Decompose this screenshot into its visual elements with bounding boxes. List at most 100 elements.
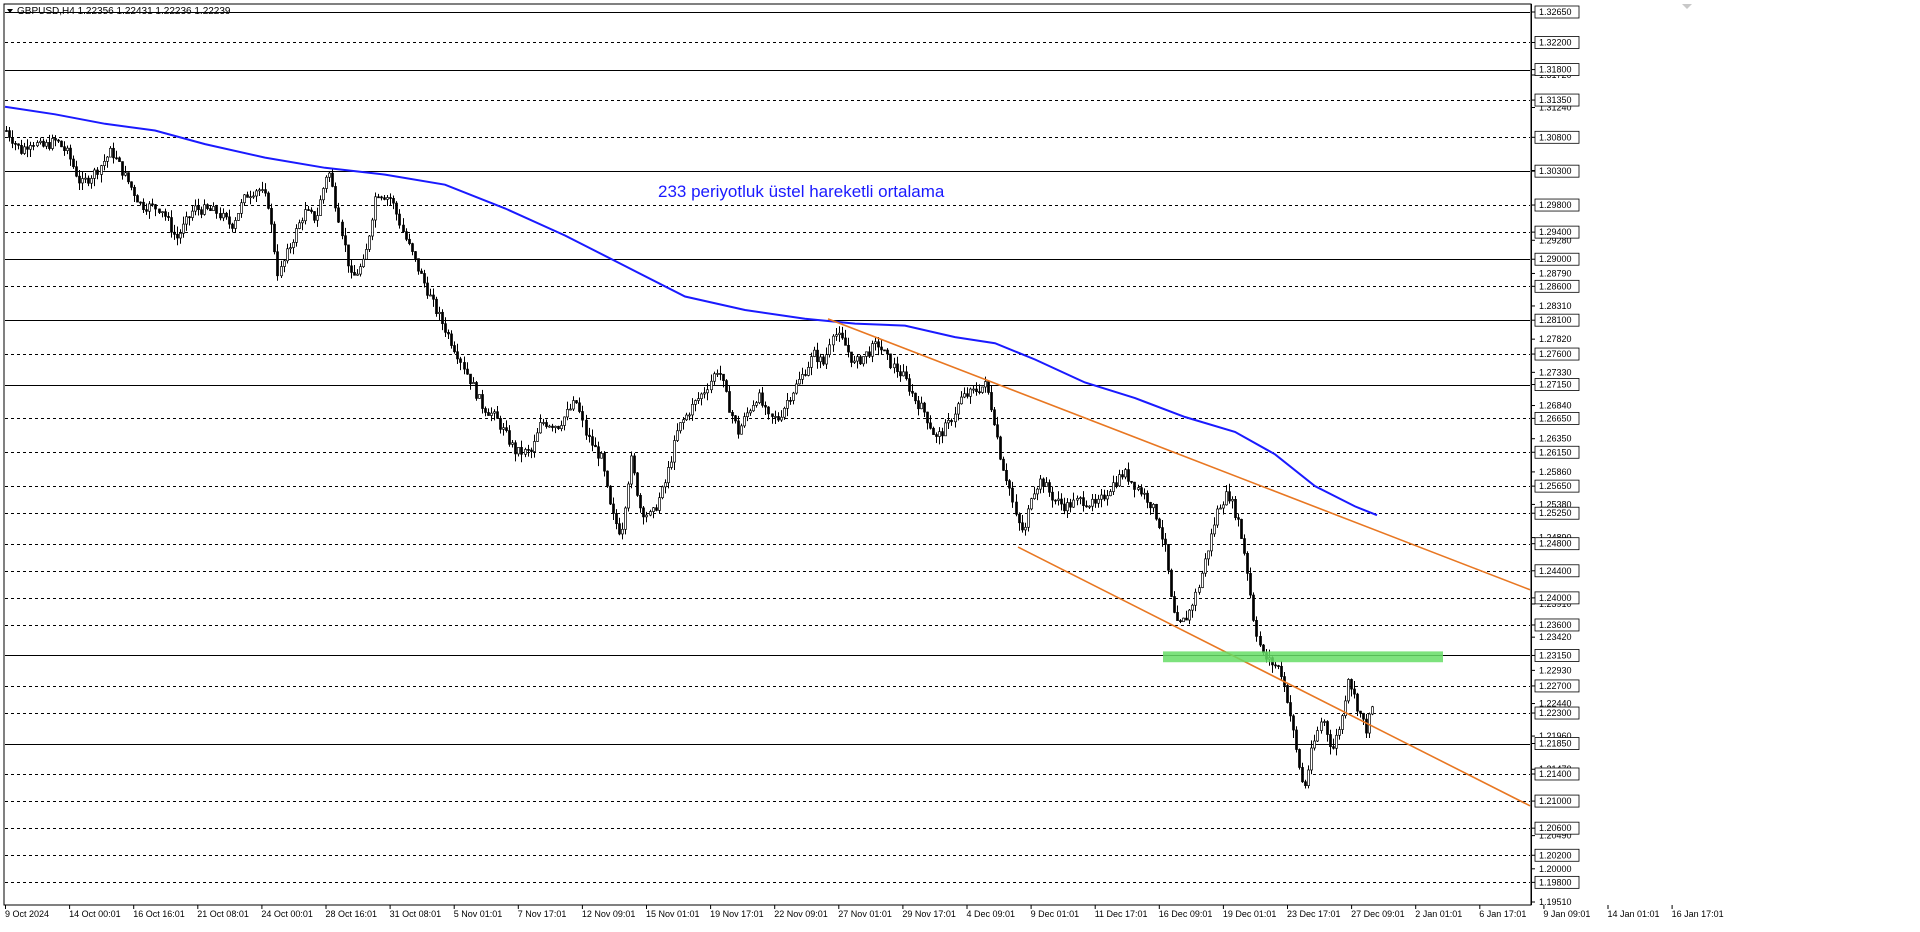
candle-body: [270, 208, 273, 225]
candle-body: [158, 208, 161, 213]
candle-body: [960, 396, 963, 405]
candle-body: [508, 430, 511, 445]
candle-body: [822, 356, 825, 365]
candle-body: [57, 139, 60, 142]
grid-lines: [5, 12, 1530, 883]
candle-body: [1076, 498, 1079, 501]
candle-body: [804, 374, 807, 376]
candle-body: [838, 332, 841, 335]
candle-body: [148, 203, 151, 212]
candle-body: [298, 222, 301, 229]
candle-body: [423, 273, 426, 284]
scroll-marker-icon[interactable]: [1682, 4, 1692, 9]
candle-body: [1277, 665, 1280, 667]
candle-body: [917, 400, 920, 410]
support-zone-group[interactable]: [1163, 651, 1443, 663]
candle-body: [234, 220, 237, 229]
candle-body: [1140, 487, 1143, 495]
price-tick-label: 1.26650: [1539, 413, 1572, 423]
candle-body: [1207, 550, 1210, 560]
candle-body: [670, 461, 673, 468]
candle-body: [1219, 507, 1222, 510]
price-level-box: [1534, 706, 1580, 720]
candle-body: [273, 223, 276, 253]
candle-body: [32, 145, 35, 147]
candle-body: [627, 483, 630, 509]
candle-body: [87, 177, 90, 184]
candles: [5, 125, 1374, 789]
candle-body: [103, 160, 106, 166]
candle-body: [1036, 488, 1039, 495]
time-tick-label: 16 Oct 16:01: [133, 909, 185, 919]
candle-body: [545, 422, 548, 427]
candle-body: [496, 411, 499, 419]
candle-body: [874, 341, 877, 344]
candle-body: [706, 389, 709, 394]
candle-body: [502, 427, 505, 430]
candle-body: [896, 363, 899, 373]
candle-body: [764, 405, 767, 408]
candle-body: [536, 432, 539, 442]
candle-body: [1246, 553, 1249, 574]
candle-body: [999, 436, 1002, 460]
candle-body: [453, 345, 456, 353]
candle-body: [51, 138, 54, 149]
candle-body: [926, 411, 929, 424]
candle-body: [585, 419, 588, 436]
candle-body: [603, 453, 606, 472]
price-tick-label: 1.29280: [1539, 235, 1572, 245]
candle-body: [322, 188, 325, 201]
time-tick-label: 23 Dec 17:01: [1287, 909, 1341, 919]
candle-body: [444, 323, 447, 333]
candle-body: [877, 341, 880, 348]
price-tick-label: 1.26150: [1539, 447, 1572, 457]
candle-body: [1091, 498, 1094, 507]
candle-body: [206, 204, 209, 209]
candle-body: [1082, 497, 1085, 507]
candle-body: [923, 402, 926, 413]
candle-body: [1280, 665, 1283, 677]
symbol-header: GBPUSD,H4 1.22356 1.22431 1.22236 1.2223…: [17, 6, 231, 17]
candle-body: [185, 216, 188, 225]
candle-body: [145, 209, 148, 212]
candle-body: [886, 349, 889, 355]
candle-body: [69, 147, 72, 160]
candle-body: [1057, 498, 1060, 501]
price-tick-label: 1.23600: [1539, 620, 1572, 630]
price-tick-label: 1.22440: [1539, 699, 1572, 709]
candle-body: [484, 408, 487, 413]
chart-menu-arrow-icon[interactable]: [7, 9, 13, 13]
candle-body: [908, 378, 911, 392]
channel-lines[interactable]: [827, 318, 1531, 807]
candle-body: [1042, 478, 1045, 487]
candle-body: [893, 363, 896, 369]
candle-body: [493, 411, 496, 414]
candle-body: [481, 394, 484, 409]
candle-body: [374, 196, 377, 221]
candle-body: [920, 402, 923, 410]
candle-body: [853, 360, 856, 363]
candle-body: [902, 371, 905, 377]
candle-body: [1359, 710, 1362, 714]
candle-body: [1011, 487, 1014, 503]
price-level-box: [1534, 649, 1580, 662]
candle-body: [42, 140, 45, 147]
price-tick-label: 1.25380: [1539, 499, 1572, 509]
time-tick-label: 21 Oct 08:01: [197, 909, 249, 919]
candle-body: [1121, 474, 1124, 478]
candle-body: [661, 486, 664, 499]
candle-body: [594, 444, 597, 448]
candle-body: [402, 224, 405, 232]
time-tick-label: 16 Jan 17:01: [1672, 909, 1724, 919]
price-level-box: [1534, 378, 1580, 391]
candle-body: [734, 415, 737, 422]
candle-body: [786, 400, 789, 409]
candle-body: [667, 467, 670, 484]
candle-body: [1021, 522, 1024, 531]
candle-body: [862, 356, 865, 365]
price-tick-label: 1.28100: [1539, 315, 1572, 325]
candle-body: [1292, 715, 1295, 731]
candle-body: [835, 334, 838, 337]
